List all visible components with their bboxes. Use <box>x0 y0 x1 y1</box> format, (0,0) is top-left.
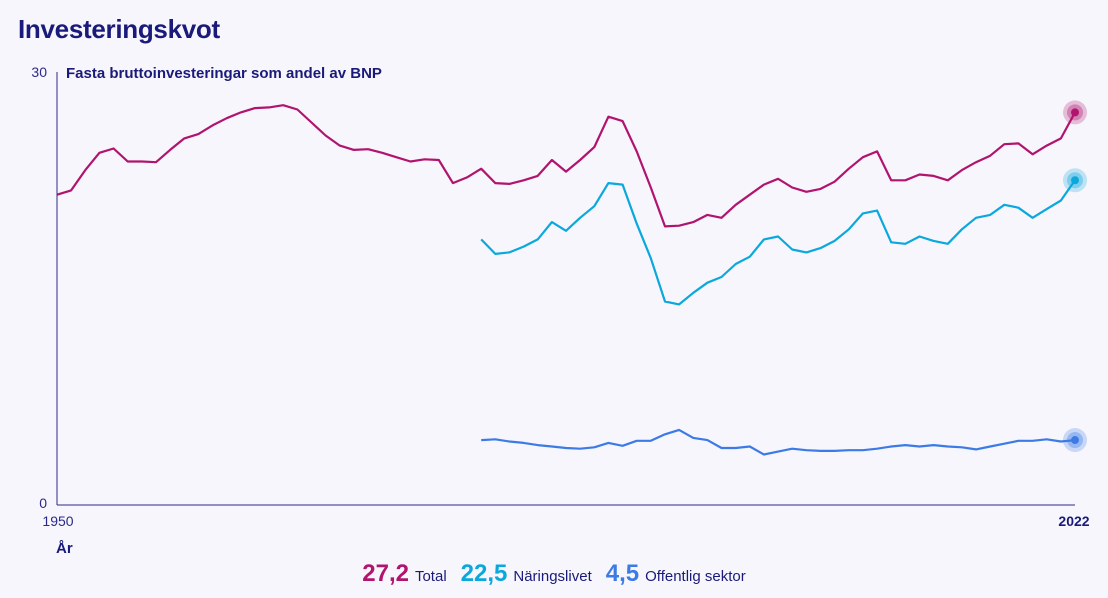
legend-label-offentlig-sektor: Offentlig sektor <box>645 568 746 585</box>
series-line-total <box>56 104 1076 228</box>
legend-item-naringslivet: 22,5 Näringslivet <box>461 560 592 588</box>
legend-label-naringslivet: Näringslivet <box>513 568 592 585</box>
legend-value-offentlig-sektor: 4,5 <box>605 560 640 587</box>
endpoint-dot-naringslivet <box>1071 176 1079 185</box>
legend-label-total: Total <box>414 568 447 585</box>
x-tick-label-start: 1950 <box>42 513 73 529</box>
legend-value-naringslivet: 22,5 <box>460 560 508 587</box>
y-tick-label-top: 30 <box>31 64 47 80</box>
series-layer <box>56 100 1087 456</box>
y-tick-label-bottom: 0 <box>39 495 47 511</box>
chart-subtitle: Fasta bruttoinvesteringar som andel av B… <box>66 65 382 82</box>
legend: 27,2 Total 22,5 Näringslivet 4,5 Offentl… <box>0 560 1108 588</box>
series-line-naringslivet <box>480 179 1076 306</box>
endpoint-dot-offentlig-sektor <box>1071 436 1079 445</box>
legend-item-offentlig-sektor: 4,5 Offentlig sektor <box>606 560 746 588</box>
chart-title: Investeringskvot <box>18 14 220 44</box>
x-tick-label-end: 2022 <box>1058 513 1089 529</box>
series-line-offentlig-sektor <box>481 428 1076 456</box>
legend-item-total: 27,2 Total <box>362 560 446 588</box>
x-axis-label: År <box>56 540 73 557</box>
legend-value-total: 27,2 <box>362 560 409 587</box>
endpoint-dot-total <box>1071 108 1079 117</box>
